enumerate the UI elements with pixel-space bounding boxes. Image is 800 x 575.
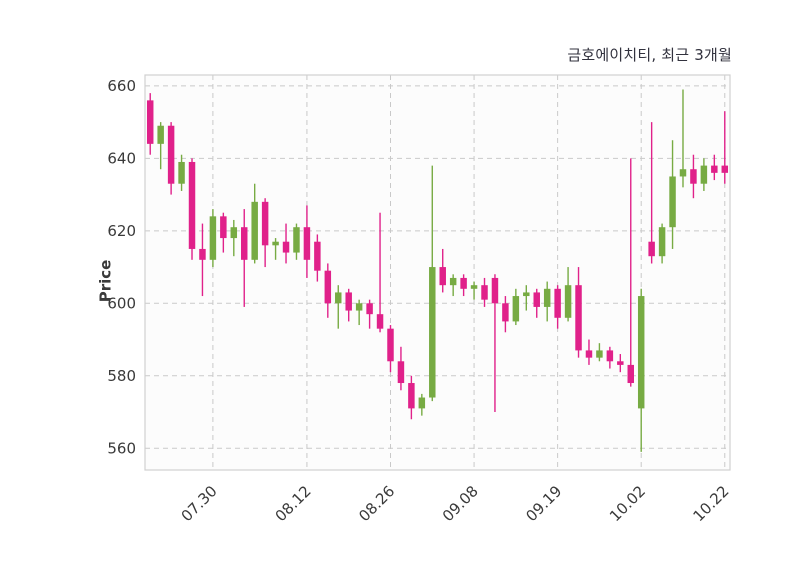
candle-body (303, 227, 311, 260)
y-tick-label: 640 (107, 149, 136, 167)
candle-body (209, 216, 217, 260)
candle-body (543, 288, 551, 307)
candle-body (178, 161, 185, 184)
candle-body (199, 248, 206, 260)
candle-body (261, 201, 269, 246)
candle-body (188, 161, 196, 249)
candle-body (596, 350, 603, 358)
axes-background (145, 75, 730, 470)
candle-body (397, 361, 405, 384)
y-tick-label: 600 (107, 294, 136, 312)
candle-body (648, 241, 655, 257)
candle-body (345, 292, 352, 311)
candle-body (355, 303, 363, 311)
candle-body (449, 277, 457, 286)
candle-body (481, 285, 488, 300)
candle-body (460, 277, 467, 289)
y-axis-label: Price (96, 259, 115, 303)
candle-body (669, 176, 676, 228)
candle-body (502, 303, 509, 322)
candle-body (251, 201, 258, 260)
x-tick-label: 10.22 (690, 482, 733, 525)
x-tick-label: 09.08 (439, 482, 482, 525)
candle-body (272, 241, 279, 246)
candle-body (606, 350, 614, 362)
candle-body (679, 169, 687, 177)
candle-body (366, 303, 373, 315)
candle-body (658, 227, 666, 257)
candle-body (230, 227, 238, 239)
x-tick-label: 09.19 (522, 482, 565, 525)
candle-body (627, 364, 634, 384)
candle-body (167, 125, 175, 184)
candle-body (146, 100, 154, 144)
y-tick-label: 620 (107, 222, 136, 240)
candle-body (470, 285, 478, 289)
candle-body (376, 314, 384, 329)
x-tick-label: 08.26 (355, 482, 398, 525)
candle-body (408, 383, 415, 409)
candle-body (335, 292, 342, 304)
candle-body (533, 292, 540, 307)
candle-body (157, 125, 164, 144)
candle-body (220, 216, 227, 239)
candle-body (523, 292, 530, 297)
candle-body (721, 165, 729, 173)
candle-body (282, 241, 290, 253)
y-tick-label: 580 (107, 367, 136, 385)
candle-body (690, 169, 697, 184)
candle-body (700, 165, 708, 184)
candle-body (314, 241, 321, 271)
candle-body (637, 296, 645, 409)
candle-body (617, 361, 624, 365)
candle-body (429, 267, 436, 398)
candle-body (241, 227, 248, 260)
x-tick-label: 10.02 (606, 482, 649, 525)
candle-body (387, 328, 394, 362)
candle-body (711, 165, 718, 173)
x-tick-label: 08.12 (272, 482, 315, 525)
candle-body (512, 296, 520, 322)
candle-body (575, 285, 582, 351)
candle-body (585, 350, 593, 358)
x-tick-label: 07.30 (178, 482, 221, 525)
plot-frame (144, 74, 731, 471)
candle-body (293, 227, 300, 253)
y-tick-label: 660 (107, 77, 136, 95)
candle-body (418, 397, 426, 409)
candle-body (564, 285, 572, 318)
candle-body (491, 277, 499, 304)
candle-body (324, 270, 332, 304)
candle-body (439, 267, 446, 286)
y-tick-label: 560 (107, 439, 136, 457)
candle-body (554, 288, 561, 318)
chart-title: 금호에이치티, 최근 3개월 (567, 46, 732, 64)
